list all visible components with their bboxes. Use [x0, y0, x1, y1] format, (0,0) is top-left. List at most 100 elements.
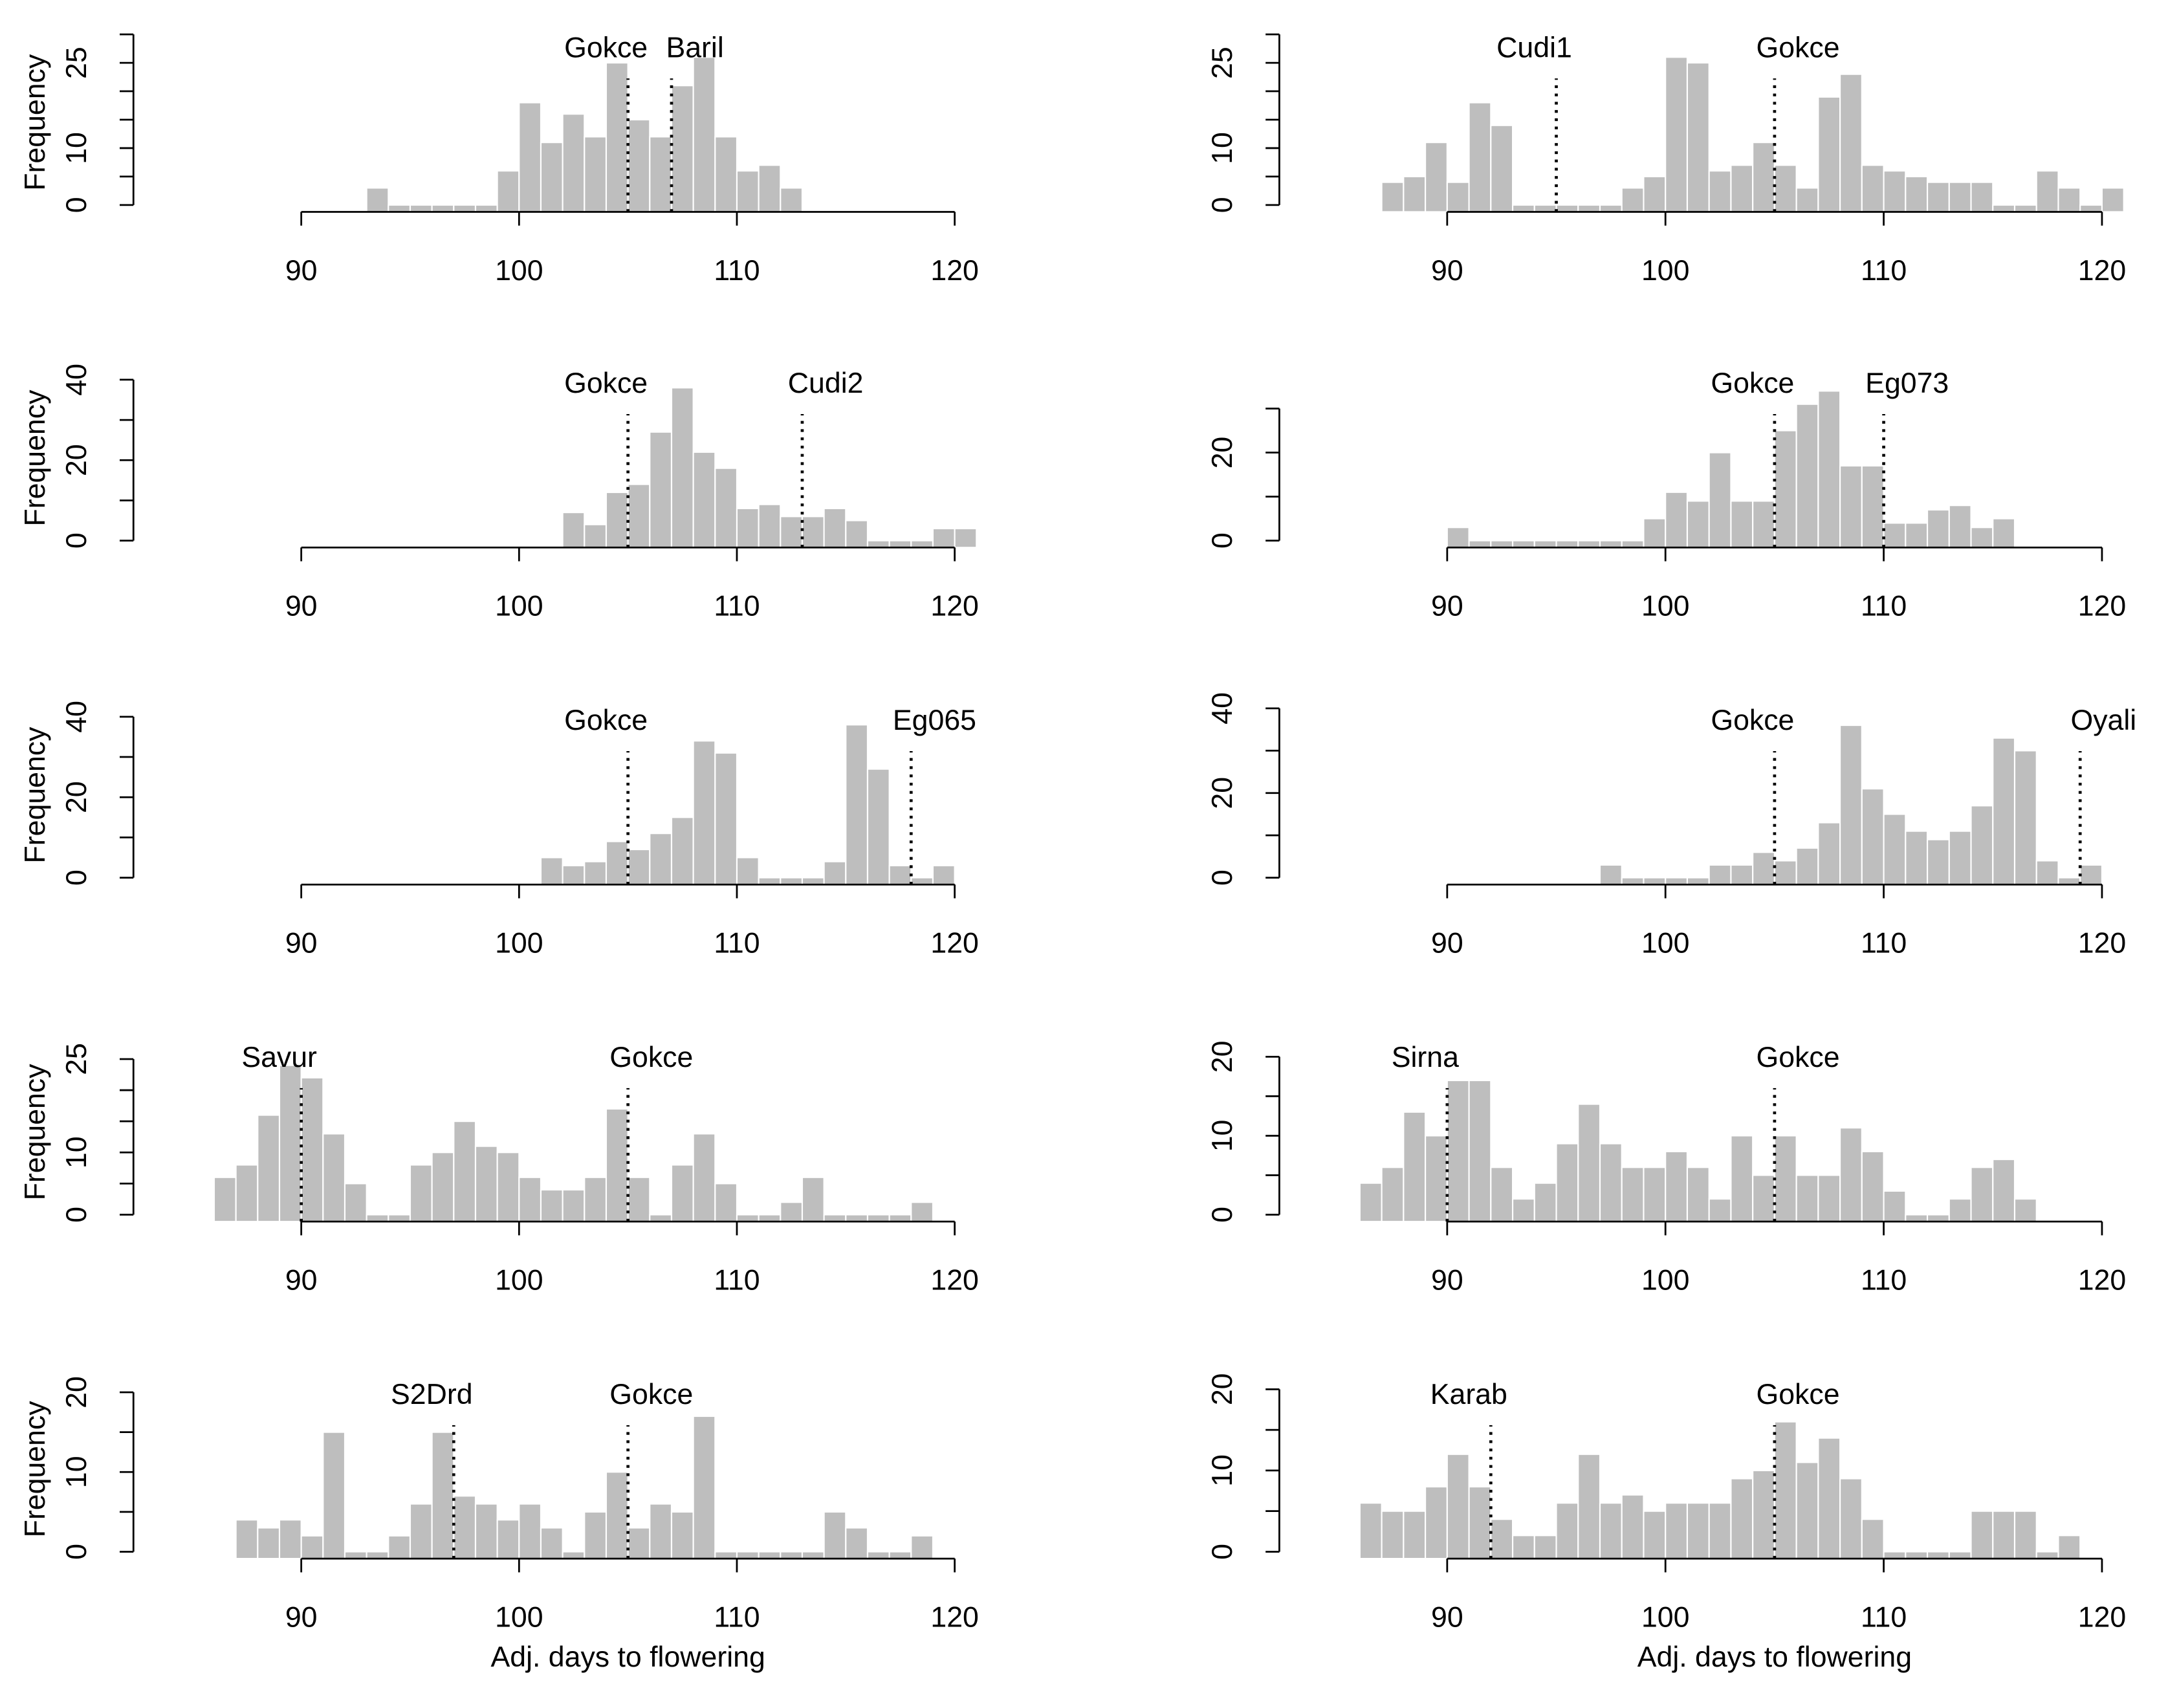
bar	[2035, 860, 2059, 886]
x-tick-label: 120	[930, 1264, 978, 1296]
marker-label: Gokce	[564, 32, 648, 63]
bar	[649, 136, 673, 213]
bar	[540, 1188, 564, 1223]
bar	[1665, 877, 1689, 886]
x-tick-label: 110	[1861, 255, 1907, 287]
bar	[1490, 540, 1514, 549]
bar	[1381, 1166, 1405, 1223]
bar	[1883, 522, 1907, 549]
bar	[1970, 1510, 1994, 1560]
x-tick-label: 90	[1431, 928, 1463, 959]
bar	[1795, 1174, 1819, 1223]
bar	[540, 142, 564, 213]
bar	[366, 1214, 389, 1223]
bar	[1839, 724, 1863, 886]
bar	[2101, 187, 2125, 213]
bar	[692, 451, 716, 549]
bar	[627, 118, 651, 213]
bar	[278, 1519, 302, 1560]
bar	[1665, 56, 1689, 213]
bar	[845, 724, 869, 886]
bar	[1599, 204, 1623, 213]
bar	[562, 113, 586, 213]
bar	[649, 1214, 673, 1223]
bar	[932, 527, 956, 549]
bar	[1817, 822, 1841, 886]
x-tick-label: 100	[1641, 591, 1689, 622]
y-axis-label: Frequency	[19, 1064, 51, 1201]
bar	[1948, 1551, 1972, 1560]
bar	[1817, 390, 1841, 549]
bar	[1403, 1111, 1427, 1223]
bar	[1970, 527, 1994, 549]
bar	[670, 1511, 694, 1560]
marker-label: Baril	[666, 32, 723, 63]
bar	[1665, 1502, 1689, 1560]
marker-label: Cudi2	[788, 367, 864, 399]
bar	[736, 507, 760, 549]
y-tick-label: 0	[61, 532, 93, 549]
y-tick-label: 20	[1207, 1374, 1238, 1406]
bar	[1817, 1437, 1841, 1560]
bar	[1773, 430, 1797, 549]
bar	[670, 816, 694, 886]
bar	[1992, 204, 2016, 213]
bar	[714, 467, 738, 549]
bar	[801, 1551, 825, 1560]
bar	[1425, 1135, 1448, 1223]
bar	[540, 857, 564, 886]
x-tick-label: 100	[495, 591, 543, 622]
marker-label: Gokce	[564, 367, 648, 399]
bar	[1926, 1214, 1950, 1223]
bar	[1883, 1551, 1907, 1560]
bar	[670, 387, 694, 549]
bar	[1490, 1518, 1514, 1560]
bar	[1948, 1198, 1972, 1223]
y-axis-label: Frequency	[19, 54, 51, 191]
bar	[1425, 1485, 1448, 1560]
bar	[366, 1551, 389, 1560]
bar	[1708, 1198, 1732, 1223]
bar	[714, 752, 738, 886]
bar	[801, 516, 825, 549]
bar	[910, 1535, 934, 1560]
bar	[562, 512, 586, 549]
bar	[758, 503, 782, 549]
bar	[1533, 540, 1557, 549]
bar	[1795, 1462, 1819, 1560]
marker-label: Gokce	[1757, 32, 1840, 63]
bar	[235, 1519, 259, 1560]
bar	[1970, 181, 1994, 213]
x-tick-label: 110	[714, 1601, 760, 1633]
bar	[605, 1471, 629, 1560]
bar	[780, 1201, 804, 1223]
x-tick-label: 120	[2078, 1601, 2126, 1633]
bar	[409, 1503, 433, 1560]
bar	[1926, 181, 1950, 213]
bar	[670, 85, 694, 213]
bar	[932, 864, 956, 886]
x-tick-label: 100	[495, 1264, 543, 1296]
bar	[1905, 1214, 1929, 1223]
bar	[801, 1176, 825, 1223]
bar	[888, 1551, 912, 1560]
marker-label: Savur	[241, 1042, 317, 1073]
bar	[1511, 1535, 1535, 1560]
y-tick-label: 0	[61, 197, 93, 213]
bar	[257, 1114, 281, 1223]
bar	[758, 1214, 782, 1223]
bar	[1730, 164, 1754, 213]
bar	[1708, 452, 1732, 549]
bar	[627, 483, 651, 549]
bar	[1511, 1198, 1535, 1223]
bar	[1686, 62, 1710, 213]
marker-label: Karab	[1430, 1379, 1507, 1410]
bar	[1665, 1150, 1689, 1223]
x-tick-label: 100	[1641, 1264, 1689, 1296]
y-tick-label: 20	[1207, 437, 1238, 469]
y-tick-label: 40	[1207, 692, 1238, 725]
y-axis-label: Frequency	[19, 727, 51, 864]
x-tick-label: 110	[1861, 1601, 1907, 1633]
x-tick-label: 110	[714, 591, 760, 622]
bar	[758, 877, 782, 886]
